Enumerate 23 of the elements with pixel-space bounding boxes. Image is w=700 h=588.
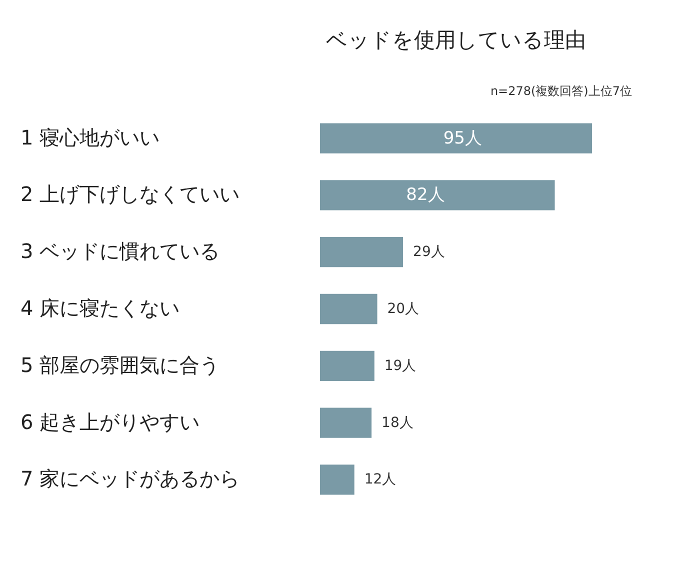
- data-label: 19人: [384, 358, 416, 374]
- y-tick-label: 5 部屋の雰囲気に合う: [20, 352, 220, 377]
- data-label: 95人: [443, 128, 482, 148]
- chart-title: ベッドを使用している理由: [326, 28, 586, 52]
- y-tick-label: 2 上げ下げしなくていい: [20, 182, 240, 206]
- y-tick-label: 3 ベッドに慣れている: [20, 239, 220, 264]
- bar: [320, 408, 372, 438]
- text: n=278(複数回答)上位7位: [490, 84, 632, 98]
- bar: [320, 464, 354, 495]
- y-tick-label: 1 寝心地がいい: [20, 125, 160, 150]
- bar: [320, 123, 592, 154]
- bar: [320, 237, 404, 268]
- data-label: 20人: [387, 301, 420, 317]
- data-label: 12人: [364, 472, 396, 488]
- y-tick-label: 7 家にベッドがあるから: [20, 466, 240, 491]
- bar: [320, 180, 555, 210]
- y-tick-label: 6 起き上がりやすい: [20, 410, 200, 434]
- data-label: 29人: [413, 244, 445, 260]
- bar: [320, 350, 374, 381]
- data-label: 82人: [406, 185, 445, 206]
- bar: [320, 294, 378, 324]
- y-tick-label: 4 床に寝たくない: [20, 296, 180, 320]
- data-label: 18人: [382, 414, 414, 431]
